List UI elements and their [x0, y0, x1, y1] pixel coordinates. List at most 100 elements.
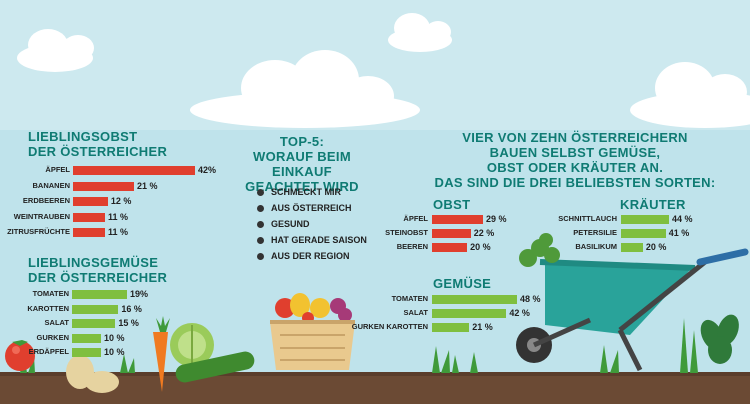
bar-category-label: SCHNITTLAUCH: [558, 214, 617, 223]
top5-item-label: AUS DER REGION: [271, 251, 350, 261]
bar: [73, 181, 134, 191]
krauter-subtitle: KRÄUTER: [620, 197, 686, 212]
bar-value-label: 44 %: [672, 214, 693, 224]
bar: [72, 348, 101, 357]
top5-item-label: AUS ÖSTERREICH: [271, 203, 352, 213]
bar: [432, 309, 507, 318]
bar-value-label: 42%: [198, 165, 217, 175]
bar-category-label: ZITRUSFRÜCHTE: [7, 227, 70, 236]
bar: [73, 228, 105, 237]
bar-category-label: TOMATEN: [391, 294, 428, 303]
garden-title-line2: BAUEN SELBST GEMÜSE,: [489, 145, 661, 160]
bar-category-label: ERDÄPFEL: [28, 347, 69, 356]
bar-value-label: 21 %: [137, 180, 158, 191]
bar: [72, 319, 116, 328]
bar-value-label: 29 %: [486, 214, 507, 224]
cabbage-icon: [170, 323, 214, 367]
bar-value-label: 16 %: [121, 303, 142, 314]
top5-item: SCHMECKT MIR: [257, 184, 367, 200]
bar-value-label: 12 %: [110, 196, 132, 206]
garden-title-line4: DAS SIND DIE DREI BELIEBSTEN SORTEN:: [434, 175, 716, 190]
bar-category-label: ÄPFEL: [403, 214, 428, 223]
bar-value-label: 10 %: [103, 347, 125, 357]
bar: [621, 215, 669, 224]
top5-title-line2: WORAUF BEIM EINKAUF: [253, 149, 351, 179]
bar-category-label: PETERSILIE: [573, 228, 617, 237]
bar-category-label: KAROTTEN: [27, 303, 69, 313]
top5-item: GESUND: [257, 216, 367, 232]
garden-title-line1: VIER VON ZEHN ÖSTERREICHERN: [462, 130, 688, 145]
bullet-icon: [257, 188, 264, 196]
top5-title: TOP-5: WORAUF BEIM EINKAUF GEACHTET WIRD: [222, 134, 382, 194]
bullet-icon: [257, 204, 264, 212]
bar-category-label: GURKEN KAROTTEN: [351, 322, 428, 331]
bar-category-label: WEINTRAUBEN: [13, 211, 70, 221]
top5-list: SCHMECKT MIR AUS ÖSTERREICH GESUND HAT G…: [257, 184, 367, 264]
bar-value-label: 20 %: [470, 242, 491, 252]
bullet-icon: [257, 252, 264, 260]
bar: [432, 295, 517, 304]
bar: [621, 229, 666, 238]
bar: [73, 166, 195, 175]
bar-category-label: GURKEN: [36, 332, 69, 342]
bar-value-label: 41 %: [668, 228, 690, 238]
veg-panel-title: LIEBLINGSGEMÜSE DER ÖSTERREICHER: [28, 255, 167, 285]
cucumber-icon: [175, 351, 255, 383]
top5-item-label: HAT GERADE SAISON: [271, 235, 367, 245]
carrot-icon: [153, 316, 170, 392]
bar-category-label: TOMATEN: [32, 289, 69, 298]
bar: [432, 243, 468, 252]
veg-title-line2: DER ÖSTERREICHER: [28, 270, 168, 285]
herb-plant-icon: [519, 233, 560, 267]
cloud-icon: [630, 62, 750, 128]
bar-value-label: 15 %: [118, 318, 139, 328]
bar-category-label: SALAT: [44, 318, 69, 327]
top5-item: AUS ÖSTERREICH: [257, 200, 367, 216]
fruit-basket-icon: [270, 293, 355, 370]
bar: [432, 323, 470, 332]
bar-category-label: STEINOBST: [385, 228, 428, 237]
bullet-icon: [257, 236, 264, 244]
bar-value-label: 22 %: [473, 228, 495, 238]
top5-item: HAT GERADE SAISON: [257, 232, 367, 248]
bar-value-label: 11 %: [107, 227, 128, 237]
veg-title-line1: LIEBLINGSGEMÜSE: [28, 255, 159, 270]
cloud-icon: [190, 50, 420, 128]
bar-value-label: 42 %: [509, 308, 530, 318]
bar: [432, 229, 471, 238]
cloud-icon: [388, 13, 452, 52]
bar-value-label: 48 %: [520, 294, 541, 304]
bar-value-label: 21 %: [472, 322, 493, 332]
bar-category-label: ÄPFEL: [45, 165, 70, 174]
fruit-title-line2: DER ÖSTERREICHER: [28, 144, 168, 159]
bar: [72, 304, 119, 314]
bar-value-label: 11 %: [107, 211, 128, 222]
top5-item-label: GESUND: [271, 219, 310, 229]
soil: [0, 372, 750, 404]
bar: [72, 333, 101, 343]
bar-category-label: BASILIKUM: [575, 242, 617, 251]
soil-edge: [0, 372, 750, 376]
bar-category-label: BANANEN: [32, 180, 71, 190]
bar: [72, 290, 127, 299]
bar-value-label: 19%: [130, 289, 149, 299]
bar-category-label: ERDBEEREN: [22, 196, 70, 205]
cloud-icon: [17, 29, 94, 72]
bullet-icon: [257, 220, 264, 228]
fruit-title-line1: LIEBLINGSOBST: [28, 129, 138, 144]
top5-title-line3: GEACHTET WIRD: [245, 179, 359, 194]
herb-plant-icon: [700, 314, 739, 364]
top5-item-label: SCHMECKT MIR: [271, 187, 341, 197]
bar-category-label: SALAT: [403, 308, 428, 317]
obst-subtitle: OBST: [433, 197, 471, 212]
potato-icon: [66, 355, 119, 393]
bar-category-label: BEEREN: [396, 242, 428, 251]
bar: [621, 243, 643, 252]
bar: [73, 212, 105, 222]
bar: [432, 215, 483, 224]
top5-item: AUS DER REGION: [257, 248, 367, 264]
fruit-panel-title: LIEBLINGSOBST DER ÖSTERREICHER: [28, 129, 167, 159]
garden-title-line3: OBST ODER KRÄUTER AN.: [486, 160, 664, 175]
wheelbarrow-icon: [516, 248, 749, 372]
